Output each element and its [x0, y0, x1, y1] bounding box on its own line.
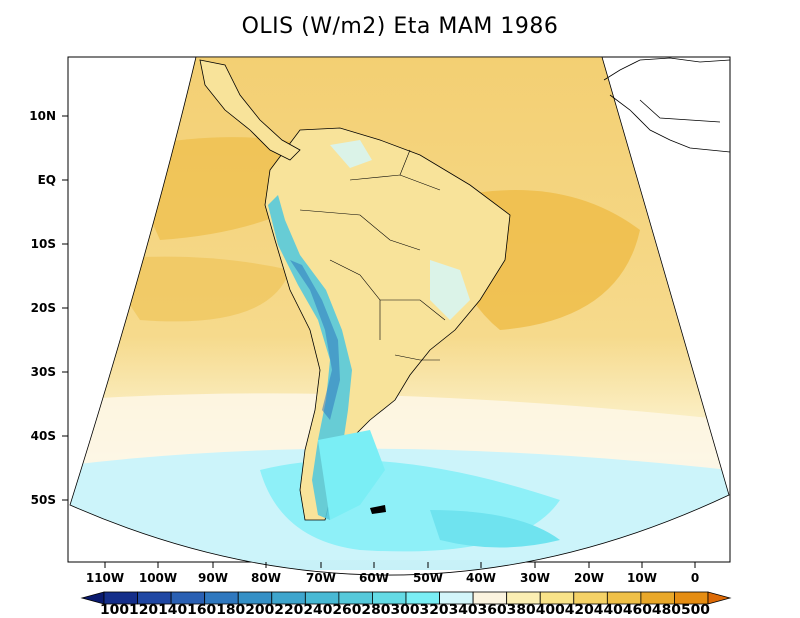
olis-field	[70, 57, 729, 570]
lon-axis: 110W 100W 90W 80W 70W 60W 50W 40W 30W 20…	[86, 562, 699, 585]
lat-label: EQ	[38, 173, 56, 187]
lon-label: 60W	[359, 571, 389, 585]
colorbar-segment	[707, 591, 732, 605]
lat-axis: 10N EQ 10S 20S 30S 40S 50S	[29, 109, 68, 507]
lat-label: 30S	[31, 365, 56, 379]
lat-label: 20S	[31, 301, 56, 315]
lat-label: 40S	[31, 429, 56, 443]
lon-label: 100W	[139, 571, 177, 585]
lon-label: 30W	[520, 571, 550, 585]
lat-label: 50S	[31, 493, 56, 507]
lon-label: 50W	[413, 571, 443, 585]
lon-label: 110W	[86, 571, 124, 585]
colorbar-labels: 1001201401601802002202402602803003203403…	[100, 603, 710, 618]
lat-label: 10S	[31, 237, 56, 251]
map-title: OLIS (W/m2) Eta MAM 1986	[241, 14, 559, 39]
colorbar	[80, 591, 732, 605]
lon-label: 0	[691, 571, 699, 585]
africa-coastline	[603, 57, 731, 153]
lon-label: 90W	[198, 571, 228, 585]
lat-label: 10N	[29, 109, 56, 123]
lon-label: 40W	[466, 571, 496, 585]
lon-label: 70W	[306, 571, 336, 585]
lon-label: 80W	[251, 571, 281, 585]
lon-label: 20W	[574, 571, 604, 585]
lon-label: 10W	[627, 571, 657, 585]
